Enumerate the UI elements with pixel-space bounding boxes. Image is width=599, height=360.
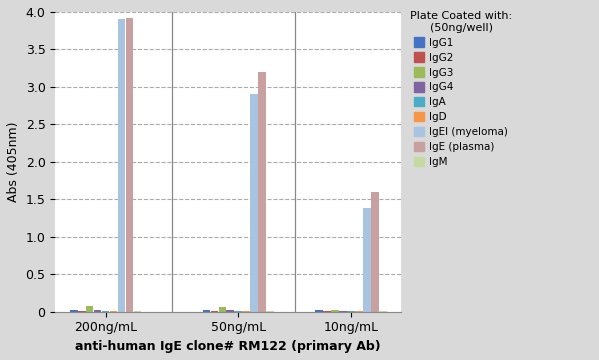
Legend: IgG1, IgG2, IgG3, IgG4, IgA, IgD, IgEl (myeloma), IgE (plasma), IgM: IgG1, IgG2, IgG3, IgG4, IgA, IgD, IgEl (… <box>410 11 512 167</box>
Bar <box>243 311 250 312</box>
Bar <box>219 307 226 312</box>
Bar <box>70 310 77 312</box>
Bar <box>234 311 242 312</box>
Bar <box>363 208 371 312</box>
Bar <box>347 311 355 312</box>
Bar <box>371 192 379 312</box>
X-axis label: anti-human IgE clone# RM122 (primary Ab): anti-human IgE clone# RM122 (primary Ab) <box>75 340 381 353</box>
Bar <box>110 311 117 312</box>
Bar <box>315 310 323 312</box>
Bar <box>86 306 93 312</box>
Bar <box>118 19 125 312</box>
Bar <box>134 311 141 312</box>
Bar <box>211 311 218 312</box>
Bar <box>94 310 101 312</box>
Bar <box>226 310 234 312</box>
Y-axis label: Abs (405nm): Abs (405nm) <box>7 122 20 202</box>
Bar <box>267 311 274 312</box>
Bar <box>379 311 386 312</box>
Bar <box>331 310 339 312</box>
Bar <box>339 311 347 312</box>
Bar <box>126 18 133 312</box>
Bar <box>78 311 86 312</box>
Bar <box>250 94 258 312</box>
Bar <box>355 311 362 312</box>
Bar <box>323 311 331 312</box>
Bar <box>258 72 266 312</box>
Bar <box>102 311 110 312</box>
Bar <box>202 310 210 312</box>
